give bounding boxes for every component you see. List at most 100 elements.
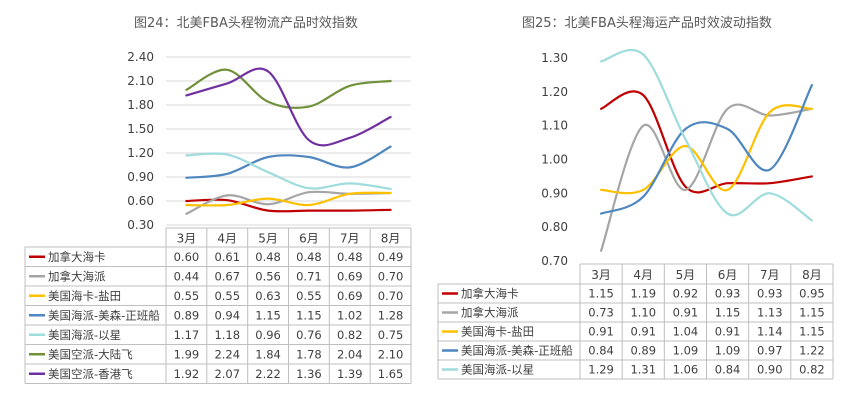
data-label: 2.07 [214,367,240,381]
series-line [600,48,813,222]
series-line [185,191,392,207]
y-tick-label: 1.00 [541,153,568,167]
data-label: 0.93 [757,287,783,301]
series-line [600,90,813,194]
data-label: 0.56 [255,269,281,283]
y-tick-label: 0.70 [541,254,568,268]
chart-svg: 0.30 0.60 0.90 1.20 1.50 1.80 2.10 2.40 3月 4月 5月 6月… [24,50,412,384]
data-label: 0.55 [214,289,240,303]
x-tick-label: 3月 [591,268,611,282]
data-label: 1.39 [337,367,363,381]
x-tick-label: 7月 [340,232,360,246]
data-label: 0.95 [799,287,825,301]
legend-label: 美国空派-大陆飞 [48,347,133,361]
data-label: 1.09 [715,344,741,358]
data-label: 1.15 [799,325,825,339]
y-tick-label: 2.40 [127,50,154,64]
series-line [185,145,392,179]
data-label: 0.70 [378,269,404,283]
data-label: 0.48 [255,250,281,264]
series-line [185,198,392,213]
x-tick-label: 8月 [802,268,822,282]
data-label: 0.67 [214,269,240,283]
series-line [185,67,392,147]
data-label: 2.22 [255,367,281,381]
y-tick-label: 1.80 [127,98,154,112]
data-label: 0.82 [799,363,825,377]
data-label: 0.63 [255,289,281,303]
data-label: 1.31 [630,363,656,377]
data-label: 0.91 [630,325,656,339]
data-label: 1.17 [174,328,200,342]
data-label: 0.49 [378,250,404,264]
data-label: 0.61 [214,250,240,264]
chart-title: 图24：北美FBA头程物流产品时效指数 [134,16,358,31]
data-label: 1.13 [757,306,783,320]
data-label: 0.69 [337,269,363,283]
data-label: 1.14 [757,325,783,339]
data-label: 1.84 [255,347,281,361]
data-label: 1.65 [378,367,404,381]
data-label: 2.10 [378,347,404,361]
x-tick-label: 3月 [177,232,197,246]
data-label: 0.60 [174,250,200,264]
x-tick-label: 4月 [633,268,653,282]
data-label: 0.91 [715,325,741,339]
x-tick-label: 4月 [217,232,237,246]
x-tick-label: 6月 [718,268,738,282]
data-label: 0.92 [673,287,699,301]
legend-label: 加拿大海卡 [48,250,106,264]
data-label: 1.09 [673,344,699,358]
data-label: 0.89 [630,344,656,358]
y-tick-label: 0.80 [541,220,568,234]
data-label: 1.22 [799,344,825,358]
data-label: 0.48 [296,250,322,264]
data-label: 1.02 [337,308,363,322]
data-label: 1.10 [630,306,656,320]
data-label: 1.06 [673,363,699,377]
chart-fba-ocean-volatility: 图25：北美FBA头程海运产品时效波动指数 0.70 0.80 0.90 1.00 1.… [428,0,845,405]
chart-fba-logistics-timeliness: 图24：北美FBA头程物流产品时效指数 0.30 0.60 0.90 1.20 1.50… [24,16,412,384]
series-line [185,68,392,109]
data-label: 1.18 [214,328,240,342]
data-label: 0.89 [174,308,200,322]
data-label: 0.91 [673,306,699,320]
data-label: 0.70 [378,289,404,303]
data-label: 1.15 [799,306,825,320]
data-label: 2.24 [214,347,240,361]
data-label: 0.48 [337,250,363,264]
y-tick-label: 0.90 [541,186,568,200]
legend-label: 加拿大海派 [461,306,519,320]
y-tick-label: 1.30 [541,51,568,65]
data-label: 0.93 [715,287,741,301]
x-tick-label: 6月 [299,232,319,246]
data-label: 0.96 [255,328,281,342]
chart-title: 图25：北美FBA头程海运产品时效波动指数 [522,16,772,31]
data-label: 0.55 [296,289,322,303]
legend-label: 美国空派-香港飞 [48,367,133,381]
y-tick-label: 0.90 [127,170,154,184]
series-line [600,104,813,195]
y-tick-label: 1.20 [127,146,154,160]
x-tick-label: 8月 [381,232,401,246]
y-tick-label: 1.10 [541,119,568,133]
data-label: 1.36 [296,367,322,381]
y-tick-label: 1.50 [127,122,154,136]
legend-label: 加拿大海派 [48,269,106,283]
data-label: 0.90 [757,363,783,377]
data-label: 1.29 [588,363,614,377]
y-tick-label: 2.10 [127,74,154,88]
chart-svg: 0.70 0.80 0.90 1.00 1.10 1.20 1.30 3月 4月 5月 6月 7月 8月… [437,48,834,380]
legend-label: 美国海派-以星 [461,363,534,377]
data-label: 1.99 [174,347,200,361]
x-tick-label: 5月 [258,232,278,246]
y-tick-label: 1.20 [541,85,568,99]
data-label: 1.92 [174,367,200,381]
data-label: 1.19 [630,287,656,301]
data-label: 0.84 [715,363,741,377]
data-label: 0.97 [757,344,783,358]
data-label: 0.71 [296,269,322,283]
data-label: 0.84 [588,344,614,358]
data-label: 1.15 [588,287,614,301]
data-label: 0.75 [378,328,404,342]
